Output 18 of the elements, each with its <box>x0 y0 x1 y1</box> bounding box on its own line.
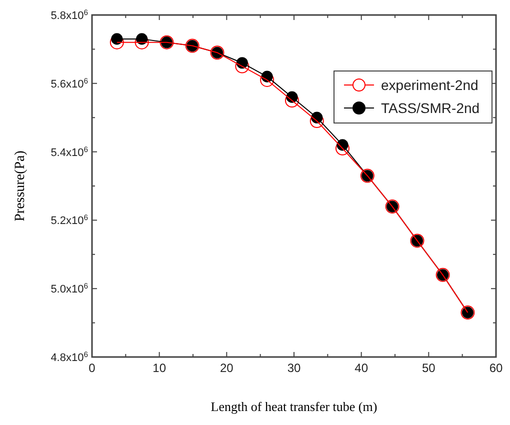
x-tick-label: 20 <box>220 361 234 375</box>
y-tick-label: 4.8x10$^{6}$ <box>50 350 88 364</box>
x-tick-label: 0 <box>88 361 96 375</box>
x-tick-label: 30 <box>287 361 301 375</box>
x-axis-title: Length of heat transfer tube (m) <box>210 399 378 414</box>
y-tick-label: 5.8x10$^{6}$ <box>50 8 88 22</box>
x-tick-label: 60 <box>489 361 503 375</box>
x-tick-label: 50 <box>422 361 436 375</box>
legend-label: TASS/SMR-2nd <box>381 100 480 116</box>
y-axis-title: Pressure(Pa) <box>13 150 28 222</box>
y-tick-label: 5.4x10$^{6}$ <box>50 144 88 159</box>
x-tick-label: 40 <box>354 361 368 375</box>
y-tick-label: 5.2x10$^{6}$ <box>50 212 88 228</box>
y-tick-label: 5.0x10$^{6}$ <box>50 281 88 296</box>
point <box>111 33 123 45</box>
y-tick-label: 5.6x10$^{6}$ <box>50 76 88 90</box>
legend-label: experiment-2nd <box>381 77 478 93</box>
x-tick-label: 10 <box>152 361 166 375</box>
